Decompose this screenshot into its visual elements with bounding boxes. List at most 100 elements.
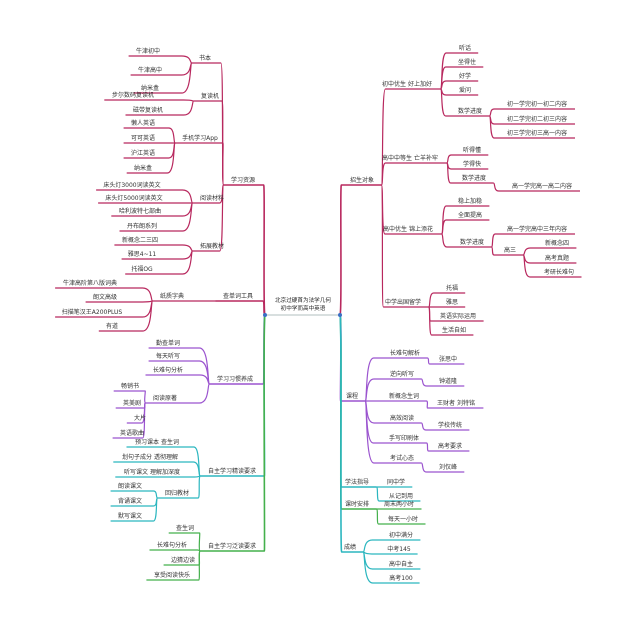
- topic-label: 稳上加稳: [458, 197, 482, 205]
- topic-label: 高三: [504, 246, 516, 254]
- topic-label: 英语歌曲: [120, 429, 144, 437]
- branch-connector: [200, 314, 266, 477]
- topic-label: 手机学习App: [182, 134, 218, 142]
- branch-connector: [364, 378, 422, 402]
- topic-label: 钟道隆: [439, 377, 457, 385]
- branch-connector: [125, 100, 195, 116]
- topic-label: 生活自如: [442, 326, 466, 334]
- branch-connector: [491, 246, 524, 256]
- topic-label: 阅读材料: [200, 194, 224, 202]
- topic-label: 勤查单词: [156, 339, 180, 347]
- topic-label: 纳米盒: [134, 164, 152, 172]
- topic-label: 考试心态: [390, 454, 414, 462]
- topic-label: 爱问: [459, 86, 471, 94]
- center-title-line1: 北京过硬首为法学几何: [275, 296, 331, 304]
- topic-label: 牛津初中: [136, 47, 160, 55]
- topic-label: 预习课本 查生词: [135, 438, 179, 446]
- topic-label: 听话: [459, 44, 471, 52]
- branch-connector: [446, 162, 494, 184]
- branch-connector: [380, 88, 441, 186]
- topic-label: 雅思: [446, 298, 458, 306]
- topic-label: 托福OG: [131, 265, 153, 273]
- topic-label: 高效阅读: [390, 414, 414, 422]
- branch-connector: [145, 383, 210, 404]
- topic-label: 从记到用: [389, 493, 413, 500]
- branch-connector: [421, 462, 465, 473]
- branch-connector: [380, 162, 447, 186]
- branch-connector: [126, 142, 176, 174]
- topic-label: 背诵课文: [118, 497, 142, 505]
- branch-connector: [421, 422, 470, 431]
- topic-label: 纸质字典: [160, 292, 184, 300]
- branch-connector: [488, 115, 575, 139]
- branch-connector: [168, 532, 201, 552]
- branch-connector: [362, 551, 420, 584]
- main-branch-label: 学习习惯养成: [217, 375, 253, 383]
- topic-label: 初二学完初二初三内容: [507, 115, 567, 123]
- topic-label: 坐得住: [458, 58, 476, 66]
- branch-connector: [522, 247, 577, 256]
- topic-label: 数学进度: [462, 174, 486, 182]
- branch-connector: [157, 475, 201, 499]
- branch-connector: [125, 250, 194, 275]
- branch-connector: [145, 374, 210, 385]
- topic-label: 复读机: [201, 92, 219, 100]
- main-branch-label: 学法指导: [345, 478, 369, 486]
- topic-label: 听写课文 理解加深度: [124, 468, 180, 476]
- topic-label: 默写课文: [118, 512, 142, 520]
- topic-label: 床头灯5000词读英文: [105, 194, 162, 202]
- topic-label: 磁带复读机: [133, 106, 163, 114]
- topic-label: 中考145: [387, 545, 411, 553]
- branch-connector: [104, 99, 194, 102]
- branch-connector: [428, 306, 474, 336]
- branch-connector: [426, 400, 484, 409]
- topic-label: 可可英语: [131, 134, 155, 142]
- branch-connector: [375, 486, 421, 502]
- right-hub-dot: [338, 313, 342, 317]
- branch-connector: [493, 182, 580, 192]
- main-branch-label: 自主学习泛读要求: [208, 542, 256, 550]
- topic-label: 阅读原著: [153, 394, 177, 402]
- branch-connector: [441, 233, 492, 248]
- topic-label: 逆向听写: [390, 370, 414, 378]
- branch-connector: [339, 184, 382, 316]
- topic-label: 高考要求: [438, 442, 462, 450]
- branch-connector: [175, 142, 225, 186]
- topic-label: 高中自主: [389, 560, 413, 568]
- topic-label: 懒人英语: [131, 119, 155, 127]
- topic-label: 数学进度: [460, 238, 484, 246]
- branch-connector: [440, 88, 490, 117]
- topic-label: 全面提高: [458, 211, 482, 219]
- topic-label: 划句子成分 透彻理解: [122, 453, 178, 461]
- topic-label: 享受阅读快乐: [154, 571, 190, 579]
- branch-connector: [133, 62, 193, 94]
- main-branch-label: 课时安排: [345, 500, 369, 508]
- topic-label: 手写印刷体: [389, 434, 419, 442]
- topic-label: 高一学完高一高二内容: [512, 182, 572, 190]
- topic-label: 边猜边读: [171, 556, 195, 564]
- branch-connector: [128, 55, 193, 64]
- topic-label: 丹布朗系列: [127, 222, 157, 230]
- branch-connector: [489, 108, 575, 117]
- topic-label: 高中优生 锦上添花: [383, 225, 433, 233]
- branch-connector: [98, 300, 154, 332]
- topic-label: 新概念二三四: [122, 236, 158, 244]
- topic-label: 考研长难句: [544, 268, 574, 276]
- branch-connector: [115, 475, 201, 478]
- main-branch-label: 成绩: [344, 543, 356, 551]
- main-branch-label: 自主学习精读要求: [208, 467, 256, 475]
- topic-label: 中学出国留学: [385, 298, 421, 306]
- topic-label: 刘仅峰: [439, 463, 457, 471]
- left-hub-dot: [263, 313, 267, 317]
- topic-label: 长难句分析: [153, 366, 183, 374]
- topic-label: 畅销书: [121, 382, 139, 390]
- branch-connector: [192, 184, 225, 252]
- topic-label: 步尔数码复读机: [112, 91, 154, 99]
- topic-label: 初一学完初一初二内容: [507, 100, 567, 108]
- topic-label: 英语实际运用: [440, 312, 476, 320]
- topic-label: 大片: [134, 414, 146, 422]
- topic-label: 初三学完初三高一内容: [507, 129, 567, 137]
- topic-label: 朗读课文: [118, 482, 142, 490]
- branch-connector: [110, 497, 159, 522]
- branch-connector: [85, 300, 153, 303]
